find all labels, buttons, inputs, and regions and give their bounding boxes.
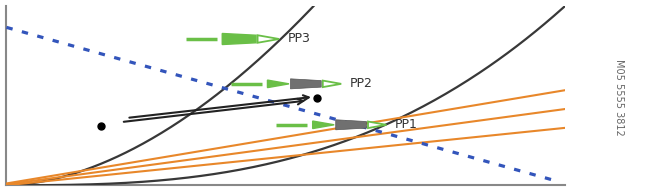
Polygon shape <box>291 79 321 89</box>
Polygon shape <box>368 121 386 128</box>
Text: PP1: PP1 <box>395 118 418 131</box>
Polygon shape <box>323 81 341 87</box>
Polygon shape <box>313 121 334 129</box>
Polygon shape <box>258 35 279 43</box>
Text: M05 5555 3812: M05 5555 3812 <box>614 59 624 136</box>
Polygon shape <box>267 80 289 88</box>
Text: PP3: PP3 <box>287 33 311 45</box>
Text: PP2: PP2 <box>350 77 373 90</box>
Polygon shape <box>336 120 366 130</box>
Polygon shape <box>222 34 256 44</box>
